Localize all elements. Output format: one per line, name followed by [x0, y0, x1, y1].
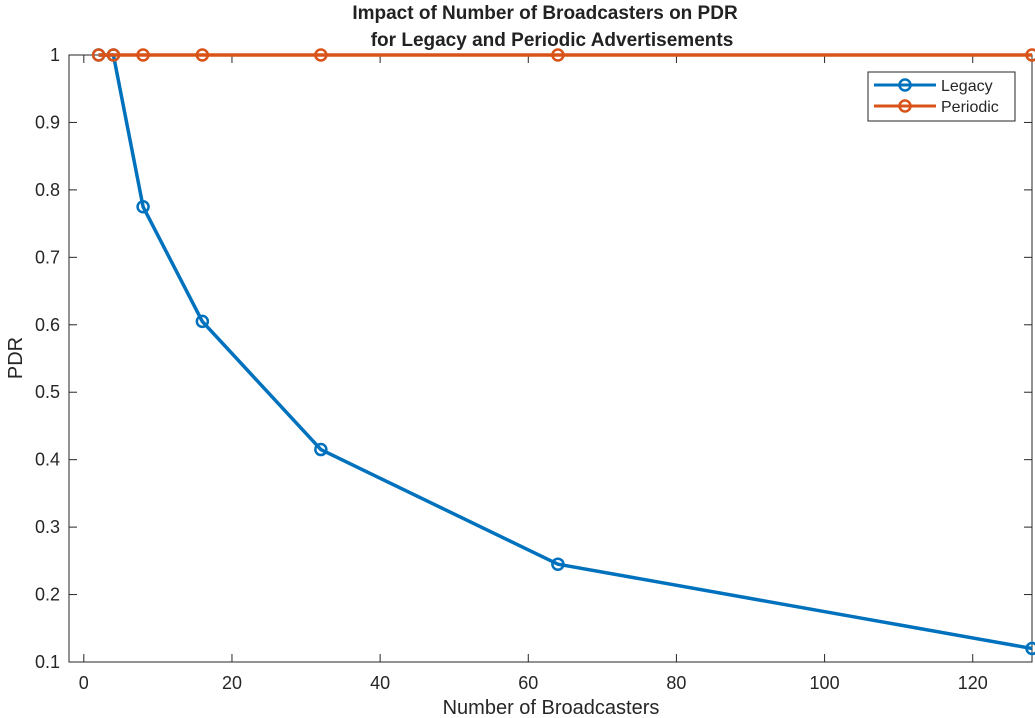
x-tick-label: 80: [666, 673, 686, 693]
plot-area: [68, 54, 1033, 663]
data-point-periodic: [106, 48, 121, 62]
x-tick-label: 100: [810, 673, 840, 693]
data-point-legacy: [551, 557, 565, 571]
y-tick-label: 0.2: [35, 585, 60, 605]
chart-title-line-1: Impact of Number of Broadcasters on PDR: [352, 3, 738, 24]
legend-marker-periodic: [898, 99, 912, 113]
data-point-periodic: [136, 48, 150, 62]
legend-marker-legacy: [898, 78, 912, 92]
legend-label-periodic: Periodic: [941, 99, 999, 116]
x-tick-label: 60: [518, 673, 538, 693]
y-tick-label: 0.5: [35, 382, 60, 402]
y-tick-label: 0.3: [35, 517, 60, 537]
x-tick-label: 0: [79, 673, 89, 693]
data-point-legacy: [314, 442, 328, 457]
y-tick-label: 0.7: [35, 247, 60, 267]
y-tick-label: 0.9: [35, 112, 60, 132]
y-axis-label: PDR: [5, 337, 27, 379]
y-tick-label: 0.1: [35, 652, 60, 672]
axis-ticks: 0 20 40 60 80 100 120 0.1 0.2 0.3 0.4 0.5 0.6 0.7 0.8 0…: [35, 45, 1032, 693]
x-tick-label: 40: [370, 673, 390, 693]
data-point-periodic: [91, 48, 106, 62]
data-series: [91, 48, 1035, 656]
x-axis-label: Number of Broadcasters: [443, 697, 660, 718]
data-point-periodic: [195, 48, 210, 62]
data-point-periodic: [314, 48, 328, 62]
data-point-periodic: [1025, 48, 1035, 62]
legend-box: [867, 71, 1016, 122]
data-point-legacy: [195, 314, 210, 329]
chart-title-line-2: for Legacy and Periodic Advertisements: [371, 30, 734, 51]
y-tick-label: 0.6: [35, 315, 60, 335]
x-tick-label: 20: [222, 673, 242, 693]
legend-label-legacy: Legacy: [941, 78, 993, 95]
y-tick-label: 0.8: [35, 180, 60, 200]
data-point-legacy: [1025, 641, 1035, 656]
data-point-legacy: [136, 200, 150, 214]
legend: Legacy Periodic: [867, 71, 1016, 122]
y-tick-label: 0.4: [35, 450, 60, 470]
data-point-periodic: [551, 48, 565, 62]
x-tick-label: 120: [958, 673, 988, 693]
y-tick-label: 1: [50, 45, 60, 65]
